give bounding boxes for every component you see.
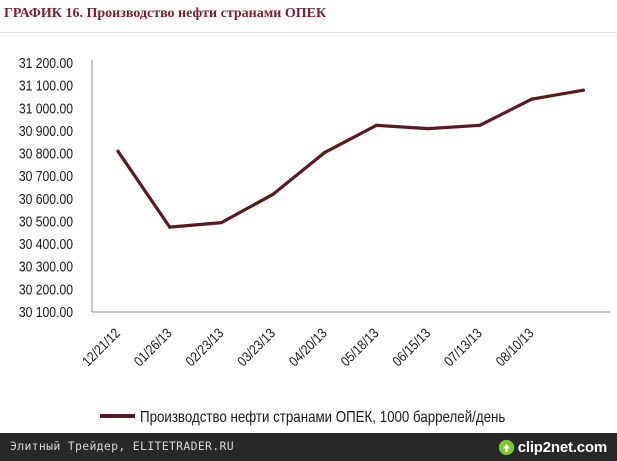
series-line <box>116 88 585 229</box>
x-tick-label: 01/26/13 <box>130 325 174 369</box>
y-tick-label: 30 900.00 <box>19 123 73 139</box>
x-tick-label: 12/21/12 <box>79 325 123 369</box>
y-tick-label: 30 600.00 <box>19 191 73 207</box>
chart-series <box>116 88 585 229</box>
title-divider <box>0 32 617 33</box>
cloud-arrow-icon <box>498 439 514 455</box>
y-tick-label: 30 800.00 <box>19 146 73 162</box>
data-point <box>323 150 327 155</box>
y-tick-label: 31 100.00 <box>19 78 73 94</box>
x-tick-label: 08/10/13 <box>492 325 536 369</box>
data-point <box>530 97 534 101</box>
y-tick-label: 30 200.00 <box>19 281 73 297</box>
footer-bar: Элитный Трейдер, ELITETRADER.RU clip2net… <box>0 433 617 461</box>
data-point <box>426 127 430 131</box>
y-tick-label: 30 100.00 <box>19 304 73 320</box>
y-axis-tick-labels: 31 200.00 31 100.00 31 000.00 30 900.00 30 8… <box>19 55 73 320</box>
chart-legend: Производство нефти странами ОПЕК, 1000 б… <box>100 409 505 426</box>
data-point <box>168 225 172 229</box>
x-tick-label: 04/20/13 <box>286 325 330 369</box>
data-point <box>116 149 120 153</box>
y-tick-label: 30 400.00 <box>19 236 73 252</box>
line-chart: 31 200.00 31 100.00 31 000.00 30 900.00 30 8… <box>19 55 610 426</box>
x-tick-label: 03/23/13 <box>234 325 278 369</box>
footer-source-text: Элитный Трейдер, ELITETRADER.RU <box>10 439 234 453</box>
data-point <box>581 88 585 92</box>
chart-title: ГРАФИК 16. Производство нефти странами О… <box>4 6 327 21</box>
y-tick-label: 31 000.00 <box>19 100 73 116</box>
x-tick-label: 06/15/13 <box>389 325 433 369</box>
chart-axes <box>91 60 610 313</box>
clip2net-link[interactable]: clip2net.com <box>498 437 607 457</box>
data-point <box>478 123 482 127</box>
y-tick-label: 30 500.00 <box>19 213 73 229</box>
y-tick-label: 30 300.00 <box>19 259 73 275</box>
y-tick-label: 31 200.00 <box>19 55 73 71</box>
data-point <box>271 192 275 196</box>
x-axis-tick-labels: 12/21/12 01/26/13 02/23/13 03/23/13 04/20/13… <box>79 325 537 369</box>
data-point <box>219 220 223 225</box>
y-tick-label: 30 700.00 <box>19 168 73 184</box>
x-tick-label: 02/23/13 <box>182 325 226 369</box>
data-point <box>374 123 379 127</box>
x-tick-label: 05/18/13 <box>337 325 381 369</box>
brand-name: clip2net.com <box>517 438 607 456</box>
legend-label: Производство нефти странами ОПЕК, 1000 б… <box>140 409 505 426</box>
x-tick-label: 07/13/13 <box>441 325 485 369</box>
